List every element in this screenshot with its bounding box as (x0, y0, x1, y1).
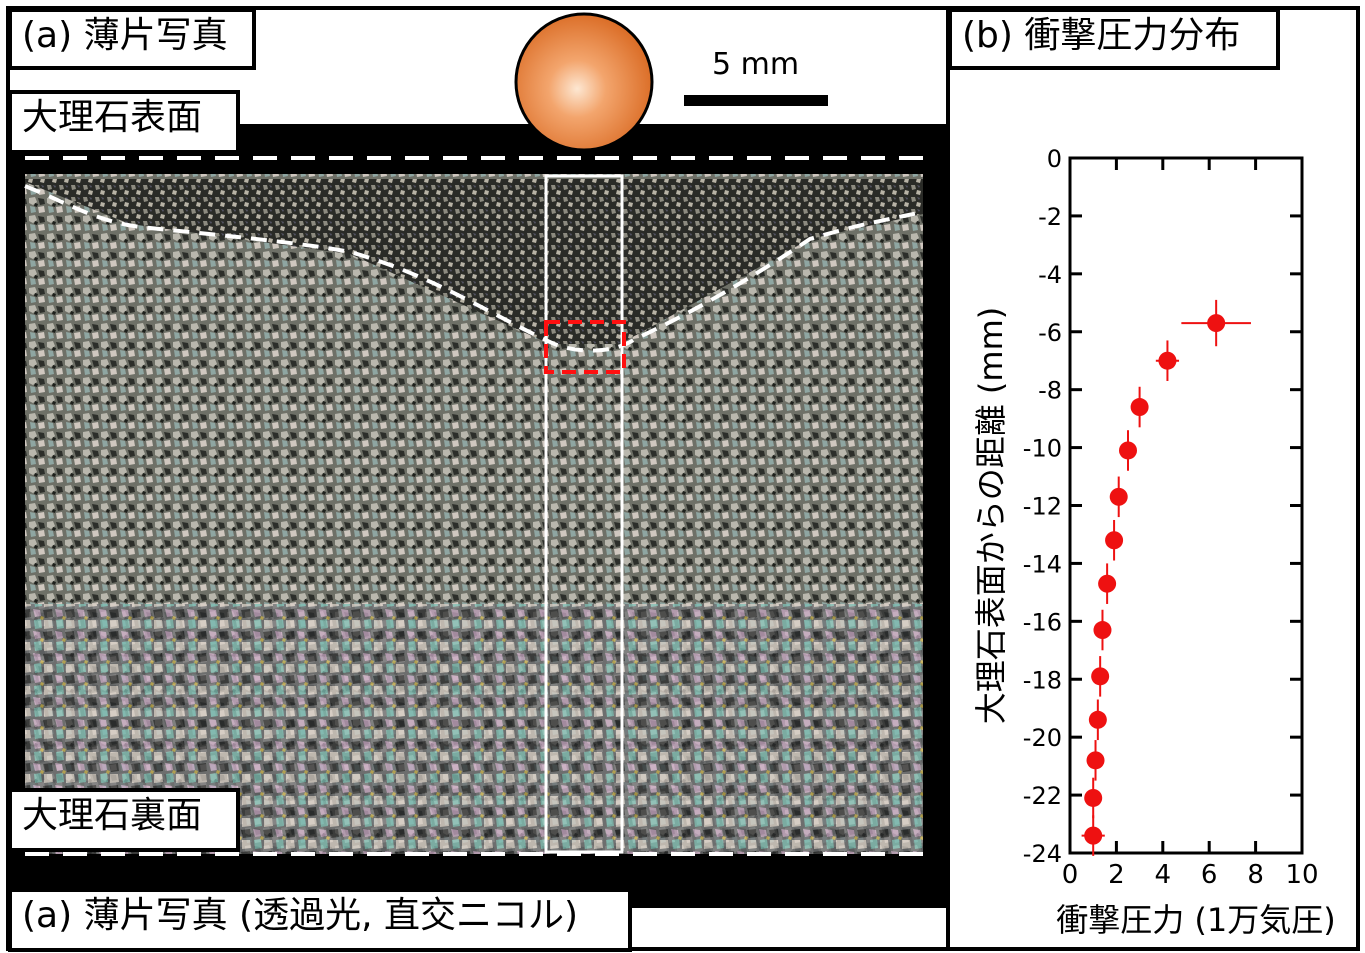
panel-a-caption: (a) 薄片写真 (透過光, 直交ニコル) (8, 888, 632, 952)
data-point (1109, 487, 1128, 506)
y-tick-label: -20 (1023, 724, 1062, 752)
scale-bar (684, 95, 828, 106)
y-tick-label: -4 (1038, 261, 1062, 289)
pressure-chart: 0-2-4-6-8-10-12-14-16-18-20-22-240 2 4 6 8 10… (972, 145, 1336, 939)
plot-frame (1068, 156, 1304, 855)
y-tick-label: -24 (1023, 840, 1062, 868)
x-tick-label: 6 (1201, 860, 1218, 890)
data-point (1093, 621, 1112, 640)
y-tick-label: -2 (1038, 203, 1062, 231)
y-tick-label: -8 (1038, 377, 1062, 405)
scale-label: 5 mm (712, 47, 800, 82)
y-tick-label: -12 (1023, 493, 1062, 521)
y-tick-label: -6 (1038, 319, 1062, 347)
y-axis-label: 大理石表面からの距離 (mm) (972, 307, 1010, 725)
data-point (1207, 314, 1226, 333)
y-tick-label: -10 (1023, 435, 1062, 463)
surface-label: 大理石表面 (8, 90, 240, 154)
back-surface-label: 大理石裏面 (8, 788, 240, 852)
y-tick-label: -18 (1023, 666, 1062, 694)
data-point (1088, 710, 1107, 729)
panel-b-title: (b) 衝撃圧力分布 (948, 8, 1280, 70)
x-tick-label: 10 (1285, 860, 1318, 890)
data-point (1119, 441, 1137, 460)
impactor-sphere-icon (514, 12, 654, 152)
data-point (1130, 398, 1149, 417)
y-tick-label: -16 (1023, 608, 1062, 636)
y-tick-label: -14 (1023, 550, 1062, 578)
y-tick-label: -22 (1023, 782, 1062, 810)
data-point (1098, 574, 1117, 593)
data-point (1091, 667, 1110, 686)
x-axis-label: 衝撃圧力 (1万気圧) (1056, 901, 1336, 939)
panel-a-title: (a) 薄片写真 (8, 8, 256, 70)
x-tick-label: 4 (1155, 860, 1172, 890)
x-tick-label: 0 (1062, 860, 1079, 890)
x-tick-label: 2 (1108, 860, 1125, 890)
data-point (1105, 531, 1124, 550)
panel-b-frame (946, 6, 1360, 951)
data-point (1084, 788, 1103, 807)
data-point (1086, 751, 1105, 770)
x-tick-label: 8 (1247, 860, 1264, 890)
y-tick-label: 0 (1047, 145, 1062, 173)
data-point (1084, 826, 1103, 845)
data-point (1158, 351, 1177, 370)
